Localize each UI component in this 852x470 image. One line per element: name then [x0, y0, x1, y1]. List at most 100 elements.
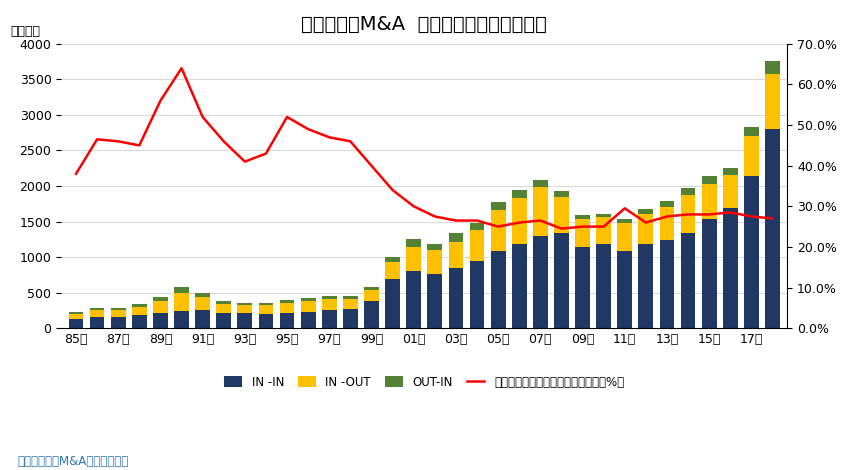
Bar	[216, 304, 231, 313]
Text: 出所：レコフM&Aデータベース: 出所：レコフM&Aデータベース	[17, 455, 129, 468]
クロスボーダー案件が占める割合（%）	[155, 98, 165, 103]
Bar	[702, 219, 717, 328]
Bar	[174, 311, 189, 328]
クロスボーダー案件が占める割合（%）	[556, 226, 567, 231]
Bar	[554, 196, 569, 233]
Bar	[69, 313, 83, 319]
Bar	[681, 195, 695, 233]
Bar	[111, 310, 125, 317]
クロスボーダー案件が占める割合（%）	[198, 114, 208, 120]
クロスボーダー案件が占める割合（%）	[345, 139, 355, 144]
Bar	[722, 175, 738, 208]
クロスボーダー案件が占める割合（%）	[366, 163, 377, 169]
Bar	[491, 202, 505, 210]
Bar	[385, 279, 400, 328]
Bar	[448, 268, 463, 328]
Bar	[258, 314, 273, 328]
Bar	[491, 251, 505, 328]
Bar	[765, 129, 780, 328]
クロスボーダー案件が占める割合（%）	[303, 126, 314, 132]
Bar	[702, 176, 717, 184]
Bar	[638, 243, 653, 328]
クロスボーダー案件が占める割合（%）	[493, 224, 504, 229]
クロスボーダー案件が占める割合（%）	[92, 136, 102, 142]
Bar	[132, 304, 147, 307]
Line: クロスボーダー案件が占める割合（%）: クロスボーダー案件が占める割合（%）	[76, 68, 773, 228]
クロスボーダー案件が占める割合（%）	[388, 187, 398, 193]
クロスボーダー案件が占める割合（%）	[324, 134, 334, 140]
Bar	[428, 274, 442, 328]
Bar	[512, 243, 527, 328]
クロスボーダー案件が占める割合（%）	[219, 139, 229, 144]
Bar	[89, 317, 105, 328]
Bar	[132, 315, 147, 328]
Bar	[765, 61, 780, 74]
Bar	[575, 216, 590, 219]
Bar	[279, 303, 295, 313]
Bar	[533, 236, 548, 328]
Bar	[428, 250, 442, 274]
Bar	[153, 301, 168, 313]
Bar	[575, 247, 590, 328]
Bar	[765, 74, 780, 129]
Bar	[596, 214, 611, 217]
Text: （件数）: （件数）	[10, 25, 40, 38]
Bar	[238, 303, 252, 305]
Bar	[681, 188, 695, 195]
Bar	[638, 210, 653, 214]
クロスボーダー案件が占める割合（%）	[662, 214, 672, 219]
Bar	[301, 301, 315, 312]
Bar	[406, 239, 421, 247]
Bar	[258, 303, 273, 306]
Bar	[195, 293, 210, 297]
Bar	[428, 243, 442, 250]
クロスボーダー案件が占める割合（%）	[472, 218, 482, 223]
Bar	[174, 293, 189, 311]
Title: 日本企業のM&A  マーケット別件数の推移: 日本企業のM&A マーケット別件数の推移	[302, 15, 547, 34]
Bar	[132, 307, 147, 315]
クロスボーダー案件が占める割合（%）	[683, 212, 694, 217]
クロスボーダー案件が占める割合（%）	[429, 214, 440, 219]
Bar	[702, 184, 717, 219]
Bar	[69, 312, 83, 313]
Bar	[659, 201, 675, 207]
クロスボーダー案件が占める割合（%）	[71, 171, 81, 177]
Bar	[618, 251, 632, 328]
クロスボーダー案件が占める割合（%）	[409, 204, 419, 209]
Bar	[596, 243, 611, 328]
Bar	[343, 298, 358, 309]
Bar	[512, 189, 527, 198]
クロスボーダー案件が占める割合（%）	[113, 139, 124, 144]
Bar	[638, 214, 653, 243]
Bar	[596, 217, 611, 243]
Bar	[279, 300, 295, 303]
Bar	[681, 233, 695, 328]
Bar	[111, 307, 125, 310]
Legend: IN -IN, IN -OUT, OUT-IN, クロスボーダー案件が占める割合（%）: IN -IN, IN -OUT, OUT-IN, クロスボーダー案件が占める割合…	[220, 371, 629, 393]
Bar	[618, 219, 632, 223]
Bar	[385, 257, 400, 262]
Bar	[575, 219, 590, 247]
クロスボーダー案件が占める割合（%）	[725, 210, 735, 215]
Bar	[722, 168, 738, 175]
Bar	[216, 301, 231, 304]
クロスボーダー案件が占める割合（%）	[261, 151, 271, 157]
クロスボーダー案件が占める割合（%）	[282, 114, 292, 120]
クロスボーダー案件が占める割合（%）	[535, 218, 545, 223]
クロスボーダー案件が占める割合（%）	[176, 65, 187, 71]
Bar	[618, 223, 632, 251]
クロスボーダー案件が占める割合（%）	[135, 142, 145, 148]
Bar	[153, 313, 168, 328]
Bar	[469, 223, 485, 230]
Bar	[406, 271, 421, 328]
Bar	[111, 317, 125, 328]
Bar	[153, 297, 168, 301]
Bar	[469, 261, 485, 328]
クロスボーダー案件が占める割合（%）	[599, 224, 609, 229]
Bar	[659, 240, 675, 328]
Bar	[744, 127, 759, 136]
Bar	[491, 210, 505, 251]
Bar	[554, 233, 569, 328]
Bar	[195, 297, 210, 310]
Bar	[279, 313, 295, 328]
